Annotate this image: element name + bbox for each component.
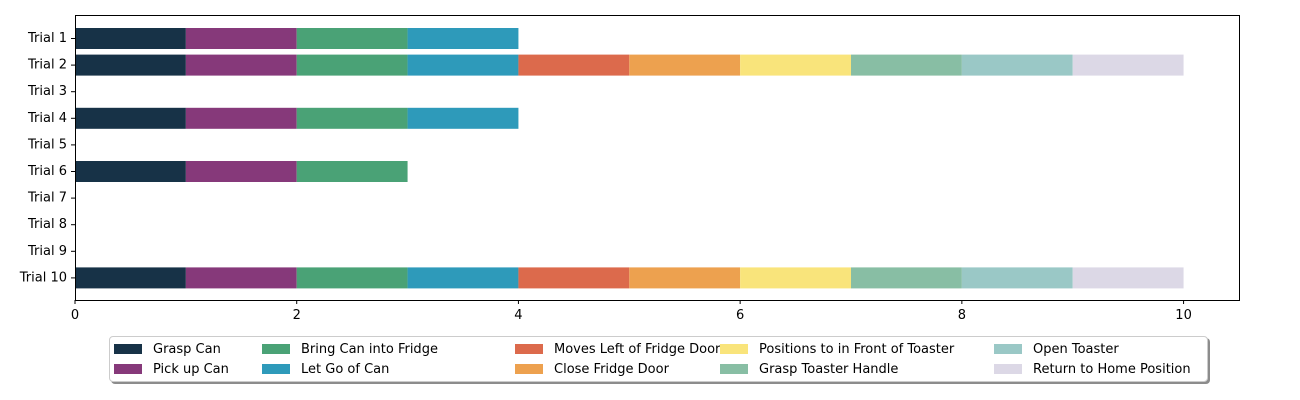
bar-segment bbox=[407, 107, 519, 129]
bar-segment bbox=[740, 267, 851, 289]
legend-item: Pick up Can bbox=[114, 359, 229, 379]
bar-segment bbox=[961, 267, 1073, 289]
legend-item: Let Go of Can bbox=[262, 359, 389, 379]
legend-label: Grasp Toaster Handle bbox=[759, 361, 899, 377]
y-tick-label: Trial 10 bbox=[19, 270, 67, 285]
bar-segment bbox=[75, 267, 186, 289]
legend-swatch bbox=[114, 344, 142, 354]
x-tick-label: 10 bbox=[1175, 308, 1192, 323]
legend-label: Let Go of Can bbox=[301, 361, 390, 377]
bar-segment bbox=[296, 107, 408, 129]
legend-item: Grasp Can bbox=[114, 339, 221, 359]
legend: Grasp Can Pick up Can Bring Can into Fridg… bbox=[109, 336, 1208, 382]
bar-segment bbox=[75, 161, 186, 182]
legend-swatch bbox=[720, 364, 748, 374]
bar-segment bbox=[296, 28, 408, 49]
y-tick-label: Trial 6 bbox=[27, 164, 67, 179]
legend-label: Bring Can into Fridge bbox=[301, 341, 438, 357]
legend-label: Pick up Can bbox=[153, 361, 229, 377]
legend-swatch bbox=[262, 364, 290, 374]
x-tick-label: 8 bbox=[958, 308, 966, 323]
bar-segment bbox=[851, 267, 962, 289]
y-axis: Trial 1 Trial 2 Trial 3 Trial 4 Trial 5 Trial… bbox=[19, 31, 75, 285]
legend-item: Return to Home Position bbox=[994, 359, 1191, 379]
y-tick-label: Trial 1 bbox=[27, 31, 67, 46]
bar-segment bbox=[629, 54, 741, 76]
y-tick-label: Trial 5 bbox=[27, 137, 67, 152]
legend-swatch bbox=[262, 344, 290, 354]
bar-segment bbox=[851, 54, 962, 76]
legend-item: Open Toaster bbox=[994, 339, 1119, 359]
legend-item: Grasp Toaster Handle bbox=[720, 359, 898, 379]
bar-segment bbox=[185, 107, 297, 129]
bar-segment bbox=[185, 161, 297, 182]
bar-segment bbox=[296, 267, 408, 289]
bar-segment bbox=[296, 161, 408, 182]
y-tick-label: Trial 7 bbox=[27, 191, 67, 206]
y-tick-label: Trial 9 bbox=[27, 244, 67, 259]
legend-item: Positions to in Front of Toaster bbox=[720, 339, 954, 359]
chart: Trial 1 Trial 2 Trial 3 Trial 4 Trial 5 Trial… bbox=[19, 15, 1240, 323]
y-tick-label: Trial 3 bbox=[27, 84, 67, 99]
bar-segment bbox=[185, 54, 297, 76]
bar-segment bbox=[740, 54, 851, 76]
bar-segment bbox=[1072, 54, 1184, 76]
y-tick-label: Trial 4 bbox=[27, 111, 67, 126]
legend-swatch bbox=[994, 344, 1022, 354]
bar-segment bbox=[407, 54, 519, 76]
y-tick-label: Trial 2 bbox=[27, 58, 67, 73]
legend-swatch bbox=[515, 344, 543, 354]
bar-segment bbox=[407, 267, 519, 289]
legend-swatch bbox=[515, 364, 543, 374]
x-tick-label: 6 bbox=[736, 308, 744, 323]
x-tick-label: 4 bbox=[514, 308, 522, 323]
x-tick-label: 0 bbox=[71, 308, 79, 323]
bar-segment bbox=[75, 107, 186, 129]
bar-segment bbox=[518, 54, 630, 76]
bar-segment bbox=[185, 28, 297, 49]
bar-segment bbox=[75, 28, 186, 49]
bar-segment bbox=[296, 54, 408, 76]
legend-label: Positions to in Front of Toaster bbox=[759, 341, 955, 357]
legend-swatch bbox=[720, 344, 748, 354]
legend-label: Return to Home Position bbox=[1033, 361, 1191, 377]
legend-label: Close Fridge Door bbox=[554, 361, 669, 377]
legend-label: Moves Left of Fridge Door bbox=[554, 341, 721, 357]
legend-swatch bbox=[994, 364, 1022, 374]
legend-item: Moves Left of Fridge Door bbox=[515, 339, 720, 359]
legend-item: Bring Can into Fridge bbox=[262, 339, 438, 359]
bar-segment bbox=[1072, 267, 1184, 289]
x-axis: 0 2 4 6 8 10 bbox=[71, 300, 1192, 323]
bar-segment bbox=[75, 54, 186, 76]
y-tick-label: Trial 8 bbox=[27, 217, 67, 232]
bar-segment bbox=[185, 267, 297, 289]
bars-layer bbox=[75, 28, 1184, 289]
legend-label: Open Toaster bbox=[1033, 341, 1119, 357]
legend-item: Close Fridge Door bbox=[515, 359, 669, 379]
legend-swatch bbox=[114, 364, 142, 374]
axes-frame bbox=[75, 15, 1240, 301]
bar-segment bbox=[961, 54, 1073, 76]
legend-label: Grasp Can bbox=[153, 341, 221, 357]
bar-segment bbox=[407, 28, 519, 49]
x-tick-label: 2 bbox=[293, 308, 301, 323]
bar-segment bbox=[629, 267, 741, 289]
bar-segment bbox=[518, 267, 630, 289]
